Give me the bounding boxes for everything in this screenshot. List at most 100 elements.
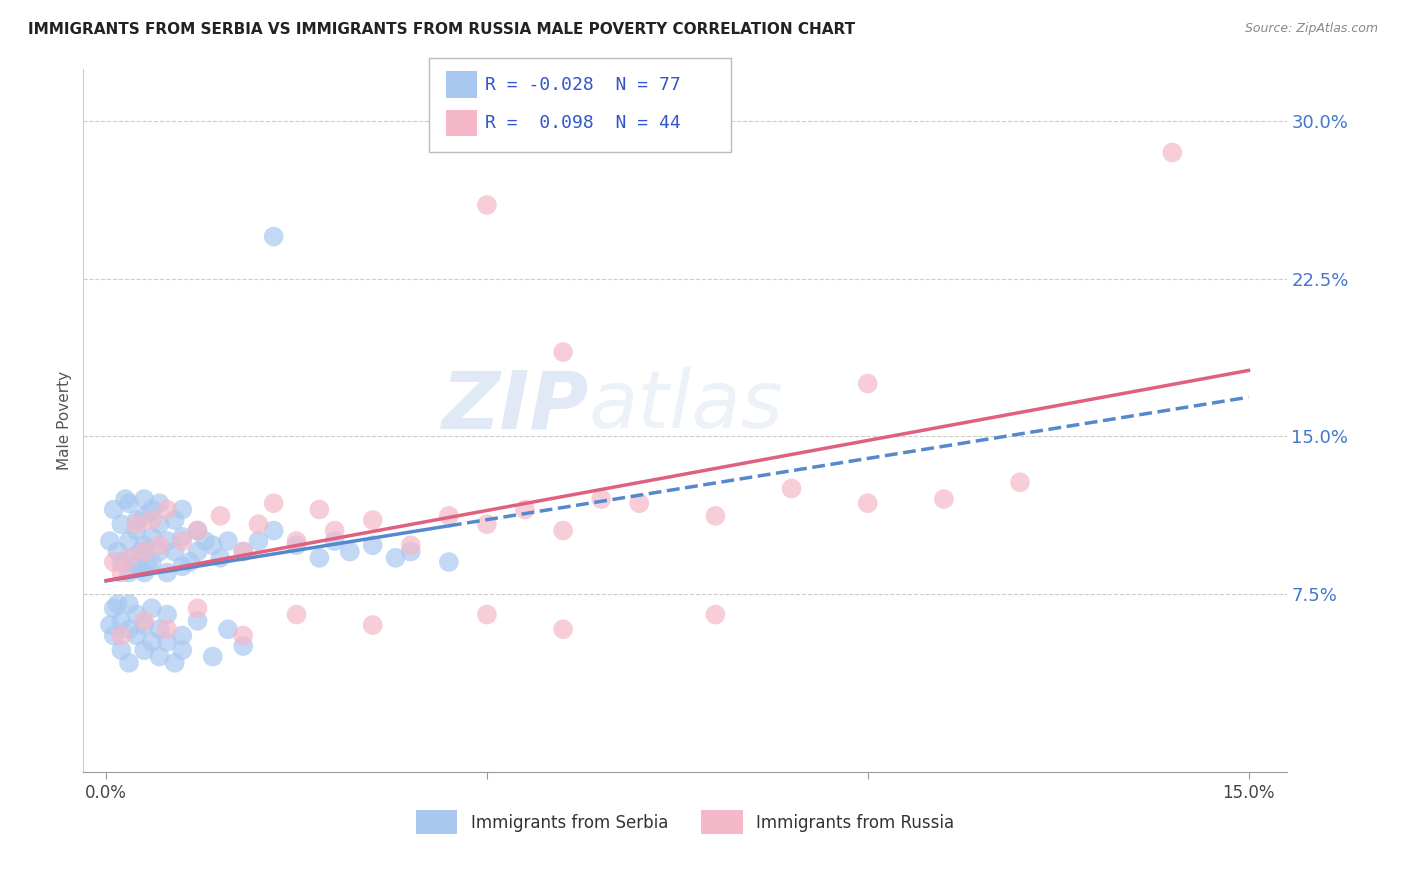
Point bbox=[141, 635, 163, 649]
Point bbox=[339, 544, 361, 558]
Point bbox=[186, 601, 208, 615]
Point bbox=[118, 534, 141, 549]
Point bbox=[285, 607, 308, 622]
Point bbox=[148, 649, 170, 664]
Point bbox=[209, 508, 232, 523]
Point bbox=[141, 530, 163, 544]
Point bbox=[308, 550, 330, 565]
Text: IMMIGRANTS FROM SERBIA VS IMMIGRANTS FROM RUSSIA MALE POVERTY CORRELATION CHART: IMMIGRANTS FROM SERBIA VS IMMIGRANTS FRO… bbox=[28, 22, 855, 37]
Point bbox=[232, 628, 254, 642]
Point bbox=[103, 601, 125, 615]
Text: atlas: atlas bbox=[589, 368, 783, 445]
Point bbox=[156, 566, 179, 580]
Point bbox=[172, 643, 194, 657]
Point bbox=[156, 502, 179, 516]
Point bbox=[125, 524, 148, 538]
Point bbox=[163, 513, 186, 527]
Point bbox=[163, 656, 186, 670]
Point bbox=[156, 635, 179, 649]
Point bbox=[437, 555, 460, 569]
Point bbox=[263, 524, 285, 538]
Point bbox=[323, 534, 346, 549]
Point bbox=[134, 538, 156, 552]
Point bbox=[232, 544, 254, 558]
Point bbox=[186, 524, 208, 538]
Point bbox=[107, 544, 129, 558]
Point bbox=[179, 555, 201, 569]
Point bbox=[263, 496, 285, 510]
Point bbox=[209, 550, 232, 565]
Point bbox=[148, 538, 170, 552]
Point bbox=[551, 524, 574, 538]
Point bbox=[856, 376, 879, 391]
Point bbox=[475, 198, 498, 212]
Point bbox=[628, 496, 651, 510]
Point bbox=[232, 639, 254, 653]
Point bbox=[551, 622, 574, 636]
Point bbox=[98, 618, 121, 632]
Point bbox=[172, 559, 194, 574]
Point bbox=[134, 618, 156, 632]
Point bbox=[148, 517, 170, 532]
Point bbox=[118, 550, 141, 565]
Point bbox=[1008, 475, 1031, 490]
Point bbox=[118, 597, 141, 611]
Point bbox=[475, 517, 498, 532]
Point bbox=[1161, 145, 1184, 160]
Point bbox=[247, 534, 270, 549]
Point bbox=[475, 607, 498, 622]
Point bbox=[118, 566, 141, 580]
Point bbox=[107, 597, 129, 611]
Text: R = -0.028  N = 77: R = -0.028 N = 77 bbox=[485, 76, 681, 94]
Point bbox=[399, 538, 422, 552]
Point bbox=[201, 649, 224, 664]
Point bbox=[148, 544, 170, 558]
Point bbox=[232, 544, 254, 558]
Point bbox=[136, 559, 159, 574]
Point bbox=[134, 643, 156, 657]
Point bbox=[194, 534, 217, 549]
Point bbox=[125, 559, 148, 574]
Point bbox=[125, 517, 148, 532]
Point bbox=[110, 614, 132, 628]
Point bbox=[856, 496, 879, 510]
Point bbox=[129, 544, 152, 558]
Point bbox=[399, 544, 422, 558]
Point bbox=[361, 618, 384, 632]
Text: ZIP: ZIP bbox=[441, 368, 589, 445]
Point bbox=[186, 524, 208, 538]
Point bbox=[134, 614, 156, 628]
Point bbox=[285, 538, 308, 552]
Point bbox=[163, 544, 186, 558]
Point bbox=[118, 656, 141, 670]
Point bbox=[141, 555, 163, 569]
Point bbox=[513, 502, 536, 516]
Point bbox=[148, 496, 170, 510]
Point bbox=[110, 566, 132, 580]
Point bbox=[156, 622, 179, 636]
Point bbox=[98, 534, 121, 549]
Point bbox=[285, 534, 308, 549]
Point bbox=[247, 517, 270, 532]
Point bbox=[156, 607, 179, 622]
Point bbox=[156, 534, 179, 549]
Point bbox=[134, 544, 156, 558]
Point bbox=[172, 628, 194, 642]
Point bbox=[148, 622, 170, 636]
Text: Source: ZipAtlas.com: Source: ZipAtlas.com bbox=[1244, 22, 1378, 36]
Point bbox=[110, 643, 132, 657]
Point bbox=[186, 544, 208, 558]
Point bbox=[121, 550, 143, 565]
Point bbox=[110, 628, 132, 642]
Point bbox=[384, 550, 406, 565]
Point bbox=[125, 607, 148, 622]
Point bbox=[118, 622, 141, 636]
Point bbox=[186, 614, 208, 628]
Point bbox=[134, 566, 156, 580]
Point bbox=[217, 534, 239, 549]
Point bbox=[141, 502, 163, 516]
Point bbox=[217, 622, 239, 636]
Point bbox=[118, 496, 141, 510]
Point bbox=[437, 508, 460, 523]
Point bbox=[172, 530, 194, 544]
